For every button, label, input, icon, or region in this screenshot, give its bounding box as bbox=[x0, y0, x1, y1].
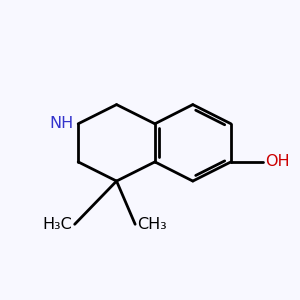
Text: NH: NH bbox=[49, 116, 74, 131]
Text: CH₃: CH₃ bbox=[137, 217, 167, 232]
Text: H₃C: H₃C bbox=[43, 217, 72, 232]
Text: OH: OH bbox=[266, 154, 290, 169]
